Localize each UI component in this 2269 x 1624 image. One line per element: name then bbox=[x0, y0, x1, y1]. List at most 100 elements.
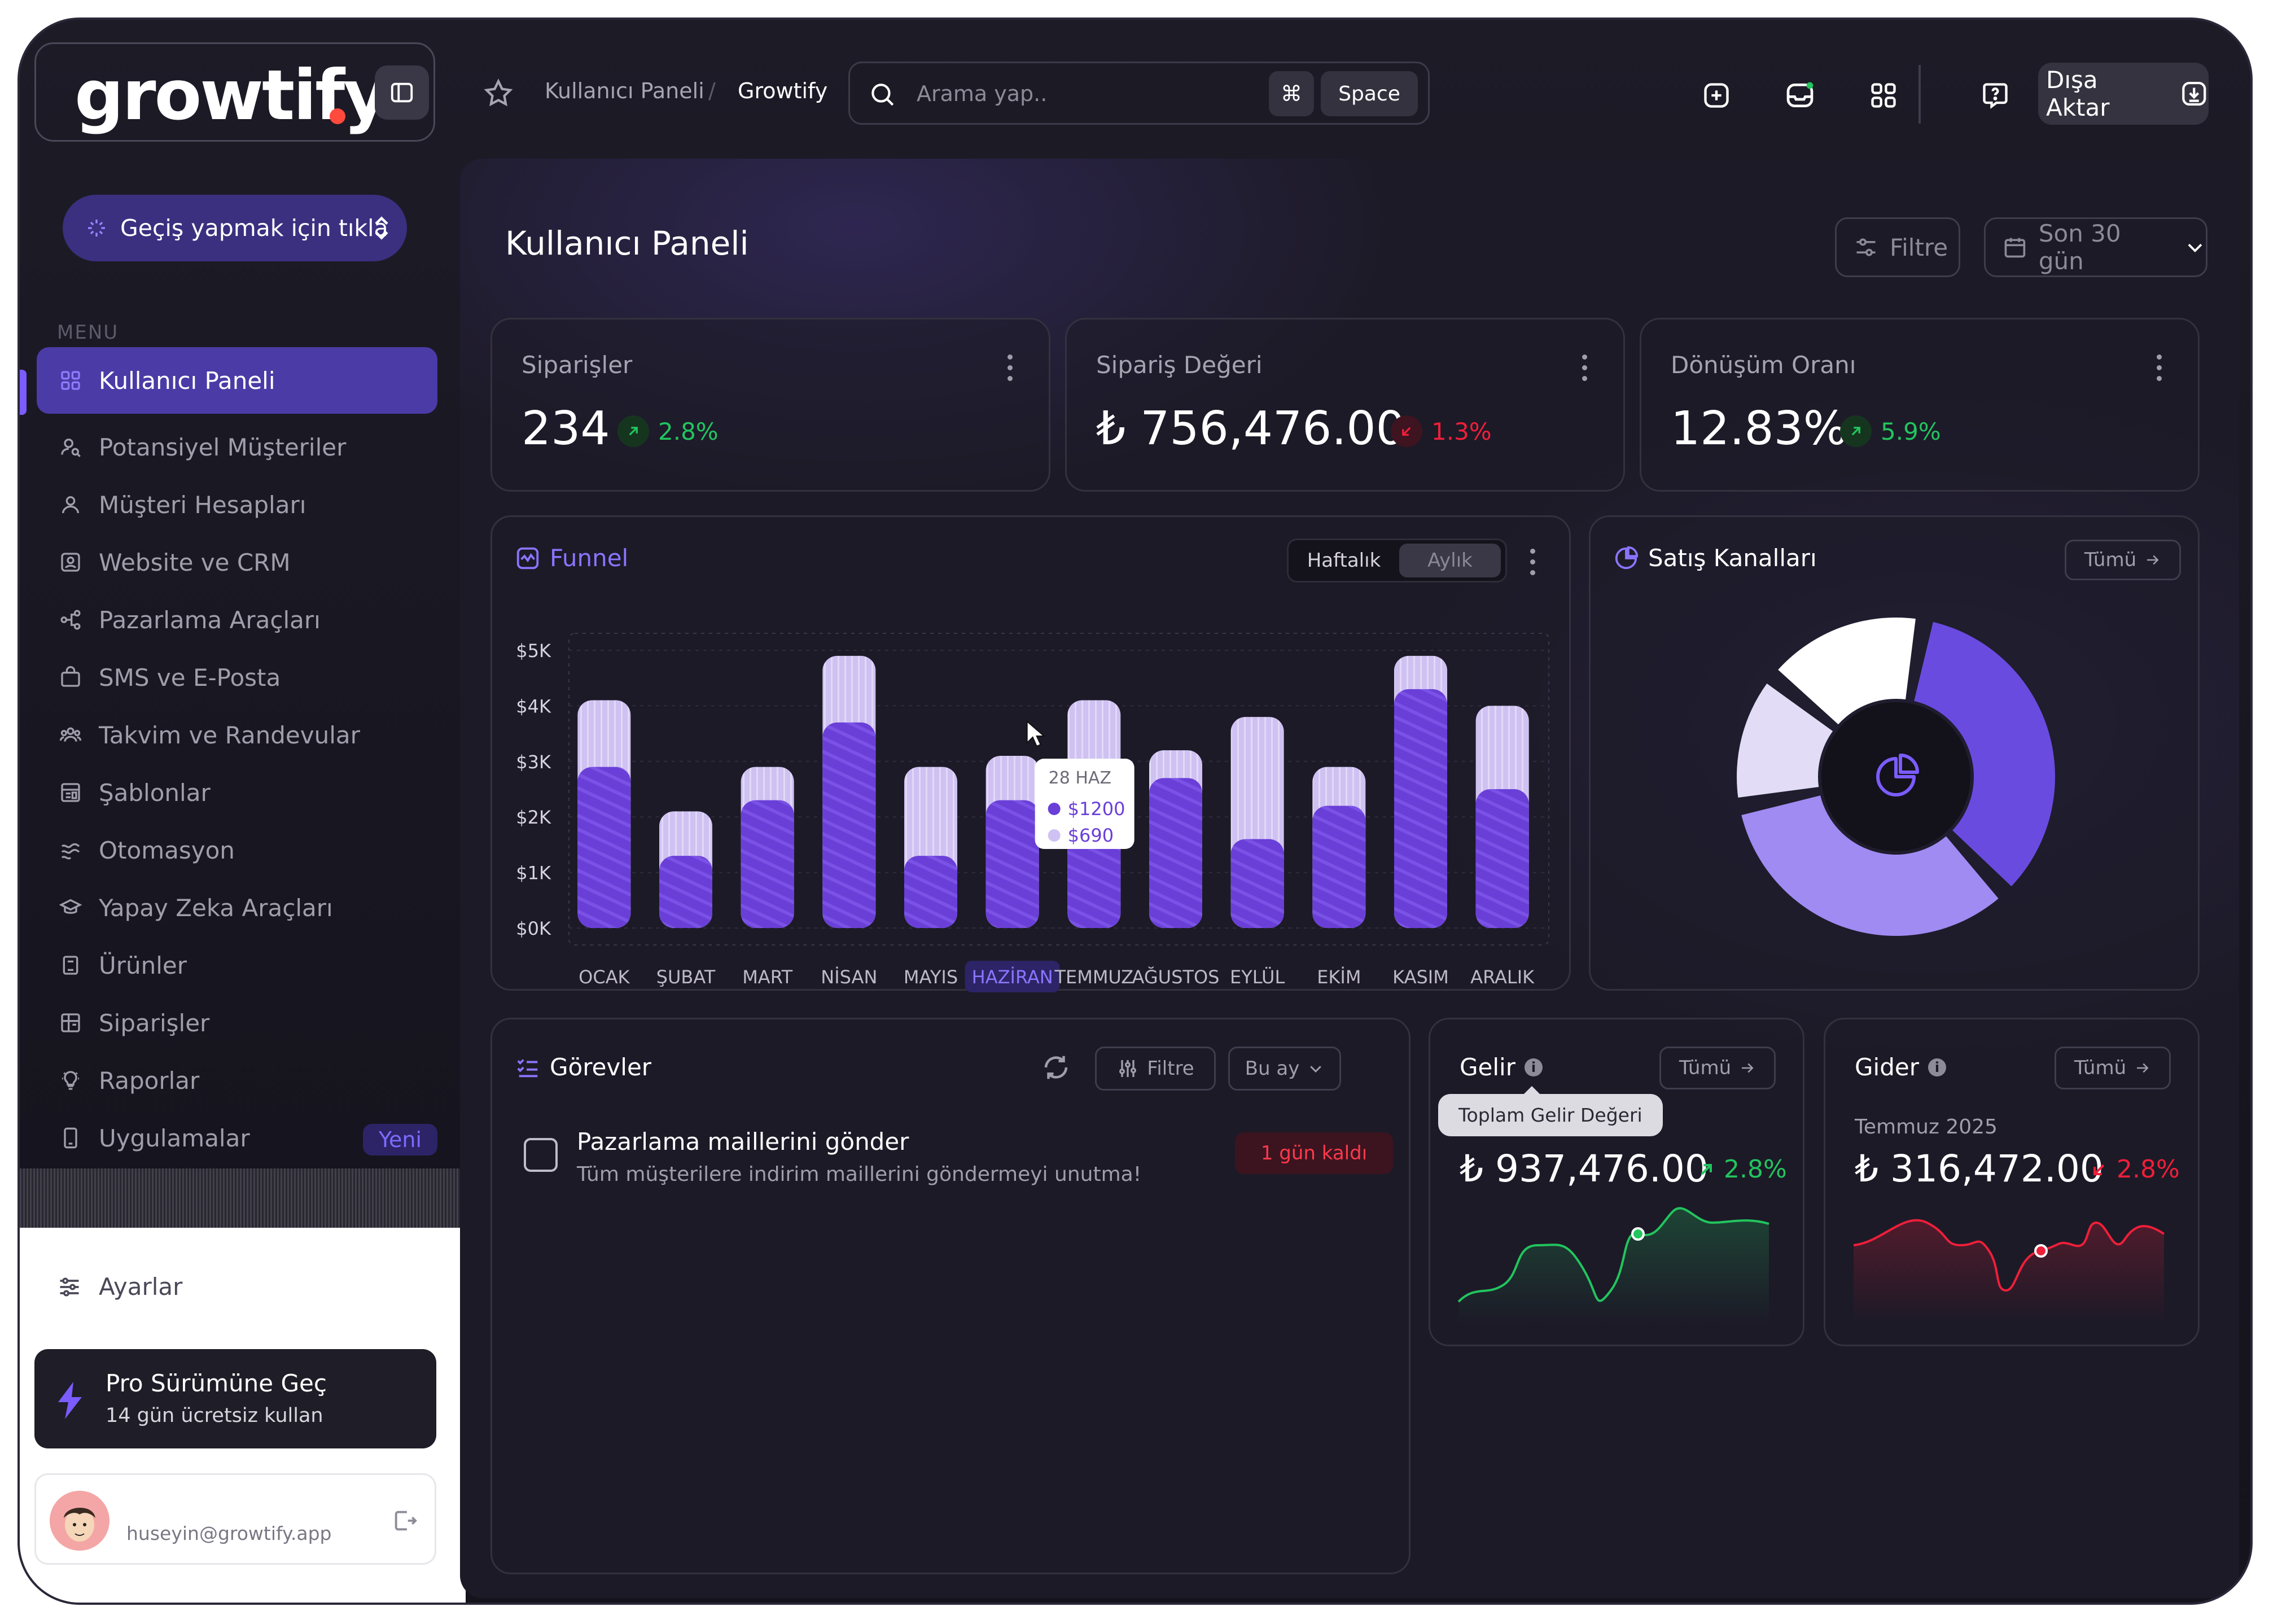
search-input[interactable]: Arama yap.. bbox=[917, 81, 1048, 106]
page-title: Kullanıcı Paneli bbox=[505, 224, 749, 262]
bar-primary bbox=[659, 856, 712, 928]
income-title: Gelir i bbox=[1460, 1053, 1543, 1081]
toggle-monthly[interactable]: Aylık bbox=[1399, 544, 1501, 577]
tasks-filter-button[interactable]: Filtre bbox=[1095, 1047, 1216, 1091]
pie-chart-icon bbox=[1615, 546, 1639, 569]
tooltip-date: 28 HAZ bbox=[1049, 768, 1111, 788]
sidebar-item-takvim-randevular[interactable]: Takvim ve Randevular bbox=[37, 706, 437, 764]
expense-all-button[interactable]: Tümü bbox=[2055, 1047, 2171, 1089]
sidebar-item-sablonlar[interactable]: Şablonlar bbox=[37, 764, 437, 821]
kebab-menu-icon[interactable] bbox=[2157, 354, 2162, 381]
expense-sparkline bbox=[1853, 1219, 2165, 1324]
income-all-button[interactable]: Tümü bbox=[1659, 1047, 1776, 1089]
refresh-icon[interactable] bbox=[1041, 1052, 1071, 1083]
x-tick-label: KASIM bbox=[1392, 966, 1449, 988]
sidebar-toggle-button[interactable] bbox=[375, 65, 429, 120]
kebab-menu-icon[interactable] bbox=[1530, 549, 1535, 575]
profile-card-icon bbox=[58, 550, 83, 575]
expense-card: Gider i Tümü Temmuz 2025 ₺ 316,472.00 2.… bbox=[1824, 1018, 2200, 1346]
chart-grid-frame bbox=[568, 633, 1549, 945]
expense-delta-value: 2.8% bbox=[2117, 1155, 2180, 1184]
info-icon[interactable]: i bbox=[1928, 1058, 1946, 1076]
arrow-right-icon bbox=[1742, 1063, 1754, 1073]
sidebar-item-raporlar[interactable]: Raporlar bbox=[37, 1052, 437, 1109]
tasks-period-select[interactable]: Bu ay bbox=[1228, 1047, 1341, 1091]
sales-channels-donut bbox=[1737, 618, 2055, 936]
mouse-cursor-icon bbox=[1026, 720, 1046, 747]
filter-button[interactable]: Filtre bbox=[1835, 217, 1960, 277]
stat-label: Sipariş Değeri bbox=[1096, 351, 1263, 379]
sidebar-item-pazarlama-araclari[interactable]: Pazarlama Araçları bbox=[37, 591, 437, 649]
income-card: Gelir i Tümü Toplam Gelir Değeri ₺ 937,4… bbox=[1429, 1018, 1804, 1346]
sidebar-item-sms-eposta[interactable]: SMS ve E-Posta bbox=[37, 649, 437, 706]
sidebar-item-siparisler[interactable]: Siparişler bbox=[37, 994, 437, 1052]
help-button[interactable] bbox=[1978, 78, 2012, 112]
apps-button[interactable] bbox=[1867, 78, 1900, 112]
x-tick-label: HAZİRAN bbox=[972, 966, 1053, 988]
search-bar[interactable]: Arama yap.. ⌘ Space bbox=[848, 62, 1430, 125]
logout-icon[interactable] bbox=[392, 1508, 418, 1534]
x-tick-label: OCAK bbox=[579, 966, 630, 988]
bar-primary bbox=[1230, 839, 1284, 928]
breadcrumb-item[interactable]: Kullanıcı Paneli bbox=[545, 78, 704, 103]
export-label: Dışa Aktar bbox=[2046, 66, 2110, 121]
task-checkbox[interactable] bbox=[524, 1138, 558, 1172]
sidebar-item-urunler[interactable]: Ürünler bbox=[37, 936, 437, 994]
arrow-right-icon bbox=[2137, 1063, 2149, 1073]
plus-square-icon bbox=[1704, 83, 1729, 108]
x-tick-label: TEMMUZ bbox=[1054, 966, 1133, 988]
sidebar-nav: Kullanıcı Paneli Potansiyel Müşteriler M… bbox=[37, 347, 437, 1167]
channels-all-button[interactable]: Tümü bbox=[2065, 540, 2181, 580]
kebab-menu-icon[interactable] bbox=[1582, 354, 1587, 381]
income-tooltip: Toplam Gelir Değeri bbox=[1438, 1086, 1663, 1136]
x-tick-label: MAYIS bbox=[904, 966, 958, 988]
donut-segment[interactable] bbox=[1778, 618, 1916, 725]
kebab-menu-icon[interactable] bbox=[1008, 354, 1013, 381]
income-title-text: Gelir bbox=[1460, 1053, 1515, 1081]
task-deadline-badge: 1 gün kaldı bbox=[1235, 1132, 1393, 1174]
trend-up-icon bbox=[617, 415, 649, 447]
income-value: ₺ 937,476.00 bbox=[1460, 1147, 1709, 1190]
all-label: Tümü bbox=[2074, 1057, 2127, 1079]
automation-icon bbox=[58, 838, 83, 863]
sidebar-item-label: Website ve CRM bbox=[99, 548, 291, 576]
sidebar-panel-icon bbox=[391, 82, 413, 103]
date-range-select[interactable]: Son 30 gün bbox=[1984, 217, 2207, 277]
sidebar-item-website-crm[interactable]: Website ve CRM bbox=[37, 533, 437, 591]
workspace-switch-button[interactable]: Geçiş yapmak için tıkla bbox=[63, 195, 407, 261]
sidebar-item-musteri-hesaplari[interactable]: Müşteri Hesapları bbox=[37, 476, 437, 533]
user-card[interactable]: huseyin@growtify.app bbox=[34, 1473, 436, 1565]
trend-up-icon bbox=[1840, 415, 1872, 447]
donut-segment[interactable] bbox=[1741, 795, 1999, 936]
sidebar-item-kullanici-paneli[interactable]: Kullanıcı Paneli bbox=[37, 347, 437, 414]
star-icon[interactable] bbox=[483, 77, 514, 109]
tasks-title: Görevler bbox=[515, 1053, 651, 1081]
toggle-weekly[interactable]: Haftalık bbox=[1307, 549, 1381, 572]
sidebar-item-label: Şablonlar bbox=[99, 778, 211, 807]
stat-label: Siparişler bbox=[522, 351, 633, 379]
donut-segment[interactable] bbox=[1737, 683, 1833, 798]
export-button[interactable]: Dışa Aktar bbox=[2038, 63, 2209, 125]
user-search-icon bbox=[58, 435, 83, 459]
sidebar-item-label: SMS ve E-Posta bbox=[99, 663, 281, 691]
orders-icon bbox=[58, 1010, 83, 1035]
sidebar-item-otomasyon[interactable]: Otomasyon bbox=[37, 821, 437, 879]
upgrade-title: Pro Sürümüne Geç bbox=[106, 1369, 327, 1397]
user-email: huseyin@growtify.app bbox=[126, 1522, 332, 1544]
settings-link[interactable]: Ayarlar bbox=[57, 1273, 182, 1301]
all-label: Tümü bbox=[1679, 1057, 1732, 1079]
user-icon bbox=[58, 492, 83, 517]
info-icon[interactable]: i bbox=[1525, 1058, 1543, 1076]
sidebar-item-yapay-zeka[interactable]: Yapay Zeka Araçları bbox=[37, 879, 437, 936]
sidebar-item-potansiyel-musteriler[interactable]: Potansiyel Müşteriler bbox=[37, 418, 437, 476]
upgrade-pro-card[interactable]: Pro Sürümüne Geç 14 gün ücretsiz kullan bbox=[34, 1349, 436, 1448]
sales-channels-title-text: Satış Kanalları bbox=[1648, 544, 1817, 572]
sidebar-item-uygulamalar[interactable]: Uygulamalar Yeni bbox=[37, 1109, 437, 1167]
tasks-title-text: Görevler bbox=[550, 1053, 652, 1081]
sidebar-item-label: Potansiyel Müşteriler bbox=[99, 433, 347, 461]
donut-segment[interactable] bbox=[1914, 621, 2055, 887]
inbox-button[interactable] bbox=[1783, 78, 1817, 112]
add-button[interactable] bbox=[1699, 78, 1733, 112]
all-label: Tümü bbox=[2084, 549, 2137, 571]
bag-icon bbox=[58, 665, 83, 690]
